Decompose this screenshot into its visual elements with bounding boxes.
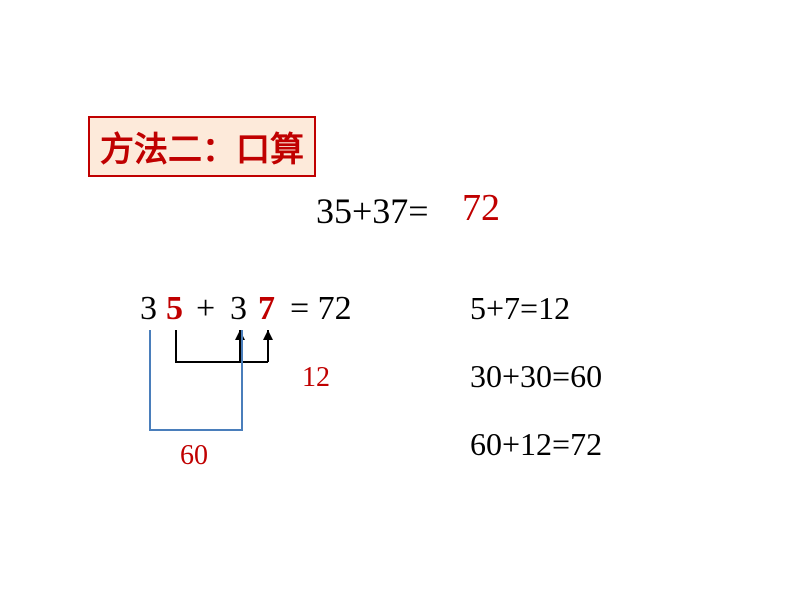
- outer-bracket: [0, 0, 794, 596]
- step-0: 5+7=12: [470, 290, 570, 327]
- label-sixty: 60: [180, 440, 208, 472]
- label-twelve: 12: [302, 362, 330, 394]
- step-2: 60+12=72: [470, 426, 602, 463]
- step-1: 30+30=60: [470, 358, 602, 395]
